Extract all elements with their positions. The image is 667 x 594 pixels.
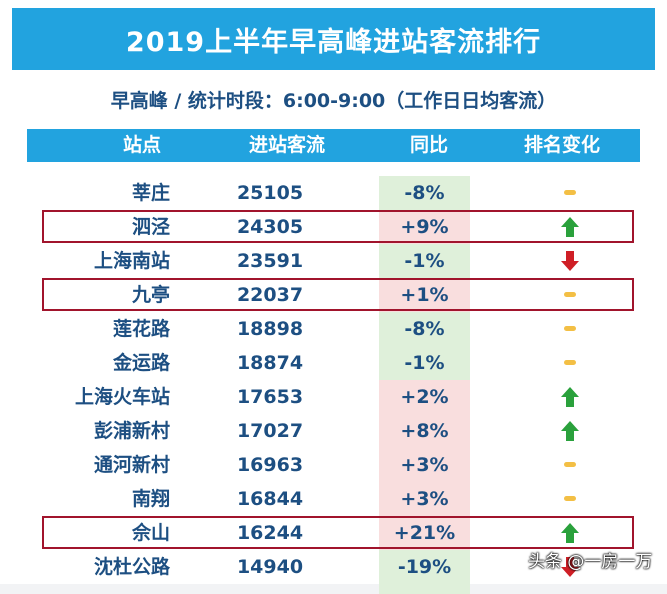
station-name: 泗泾 (131, 216, 170, 238)
yoy-change-value: +3% (400, 488, 449, 510)
yoy-cell-background (379, 210, 470, 244)
passenger-flow-value: 22037 (236, 284, 304, 306)
station-name: 九亭 (131, 284, 170, 306)
yoy-change-value: -8% (404, 182, 445, 204)
table-row: 莲花路 18898 -8% (0, 312, 667, 346)
yoy-change-value: +3% (400, 454, 449, 476)
dash-icon (540, 448, 600, 482)
passenger-flow-value: 14940 (236, 556, 304, 578)
table-row: 九亭 22037 +1% (0, 278, 667, 312)
arrow-down-icon (540, 244, 600, 278)
passenger-flow-value: 18874 (236, 352, 304, 374)
table-row: 沈杜公路 14940 -19% (0, 550, 667, 584)
watermark: 头条 @一房一万 (528, 552, 653, 572)
highlight-box (42, 278, 634, 311)
yoy-change-value: +9% (400, 216, 449, 238)
station-name: 上海火车站 (74, 386, 170, 408)
yoy-change-value: +2% (400, 386, 449, 408)
table-row: 南翔 16844 +3% (0, 482, 667, 516)
station-name: 佘山 (131, 522, 170, 544)
yoy-change-value: -1% (404, 352, 445, 374)
dash-icon (540, 278, 600, 312)
yoy-cell-background (379, 516, 470, 550)
arrow-up-icon (540, 210, 600, 244)
passenger-flow-value: 18898 (236, 318, 304, 340)
yoy-cell-background (379, 346, 470, 380)
dash-icon (540, 346, 600, 380)
yoy-cell-background (379, 482, 470, 516)
passenger-flow-value: 16244 (236, 522, 304, 544)
dash-icon (540, 176, 600, 210)
yoy-cell-background (379, 414, 470, 448)
table-row: 泗泾 24305 +9% (0, 210, 667, 244)
dash-icon (540, 312, 600, 346)
passenger-flow-value: 16963 (236, 454, 304, 476)
station-name: 金运路 (112, 352, 170, 374)
yoy-change-value: -1% (404, 250, 445, 272)
station-name: 南翔 (131, 488, 170, 510)
arrow-up-icon (540, 380, 600, 414)
column-header-yoy: 同比 (409, 134, 448, 156)
yoy-cell-background (379, 278, 470, 312)
yoy-change-value: +1% (400, 284, 449, 306)
table-row: 上海南站 23591 -1% (0, 244, 667, 278)
passenger-flow-value: 17027 (236, 420, 304, 442)
passenger-flow-value: 23591 (236, 250, 304, 272)
table-row: 莘庄 25105 -8% (0, 176, 667, 210)
page-subtitle: 早高峰 / 统计时段：6:00-9:00（工作日日均客流） (110, 90, 557, 112)
table-row: 金运路 18874 -1% (0, 346, 667, 380)
yoy-change-value: -19% (397, 556, 452, 578)
arrow-down-icon (540, 550, 600, 584)
station-name: 莲花路 (112, 318, 170, 340)
yoy-color-column (379, 176, 470, 594)
passenger-flow-value: 25105 (236, 182, 304, 204)
table-row: 通河新村 16963 +3% (0, 448, 667, 482)
station-name: 沈杜公路 (93, 556, 170, 578)
yoy-cell-background (379, 312, 470, 346)
yoy-cell-background (379, 244, 470, 278)
yoy-cell-background (379, 176, 470, 210)
page-title-text: 2019上半年早高峰进站客流排行 (125, 26, 542, 58)
dash-icon (540, 482, 600, 516)
column-header-station: 站点 (122, 134, 161, 156)
yoy-cell-background (379, 448, 470, 482)
yoy-change-value: +8% (400, 420, 449, 442)
yoy-cell-background (379, 380, 470, 414)
table-row: 彭浦新村 17027 +8% (0, 414, 667, 448)
station-name: 通河新村 (93, 454, 170, 476)
arrow-up-icon (540, 516, 600, 550)
passenger-flow-value: 24305 (236, 216, 304, 238)
table-header: 站点 进站客流 同比 排名变化 (27, 129, 640, 162)
station-name: 彭浦新村 (93, 420, 170, 442)
column-header-flow: 进站客流 (248, 134, 325, 156)
table-row: 佘山 16244 +21% (0, 516, 667, 550)
station-name: 莘庄 (131, 182, 170, 204)
page-title: 2019上半年早高峰进站客流排行 (12, 8, 655, 70)
station-name: 上海南站 (93, 250, 170, 272)
passenger-flow-value: 16844 (236, 488, 304, 510)
arrow-up-icon (540, 414, 600, 448)
highlight-box (42, 516, 634, 549)
highlight-box (42, 210, 634, 243)
table-row: 上海火车站 17653 +2% (0, 380, 667, 414)
yoy-change-value: +21% (393, 522, 456, 544)
yoy-change-value: -8% (404, 318, 445, 340)
column-header-rank-change: 排名变化 (523, 134, 600, 156)
passenger-flow-value: 17653 (236, 386, 304, 408)
